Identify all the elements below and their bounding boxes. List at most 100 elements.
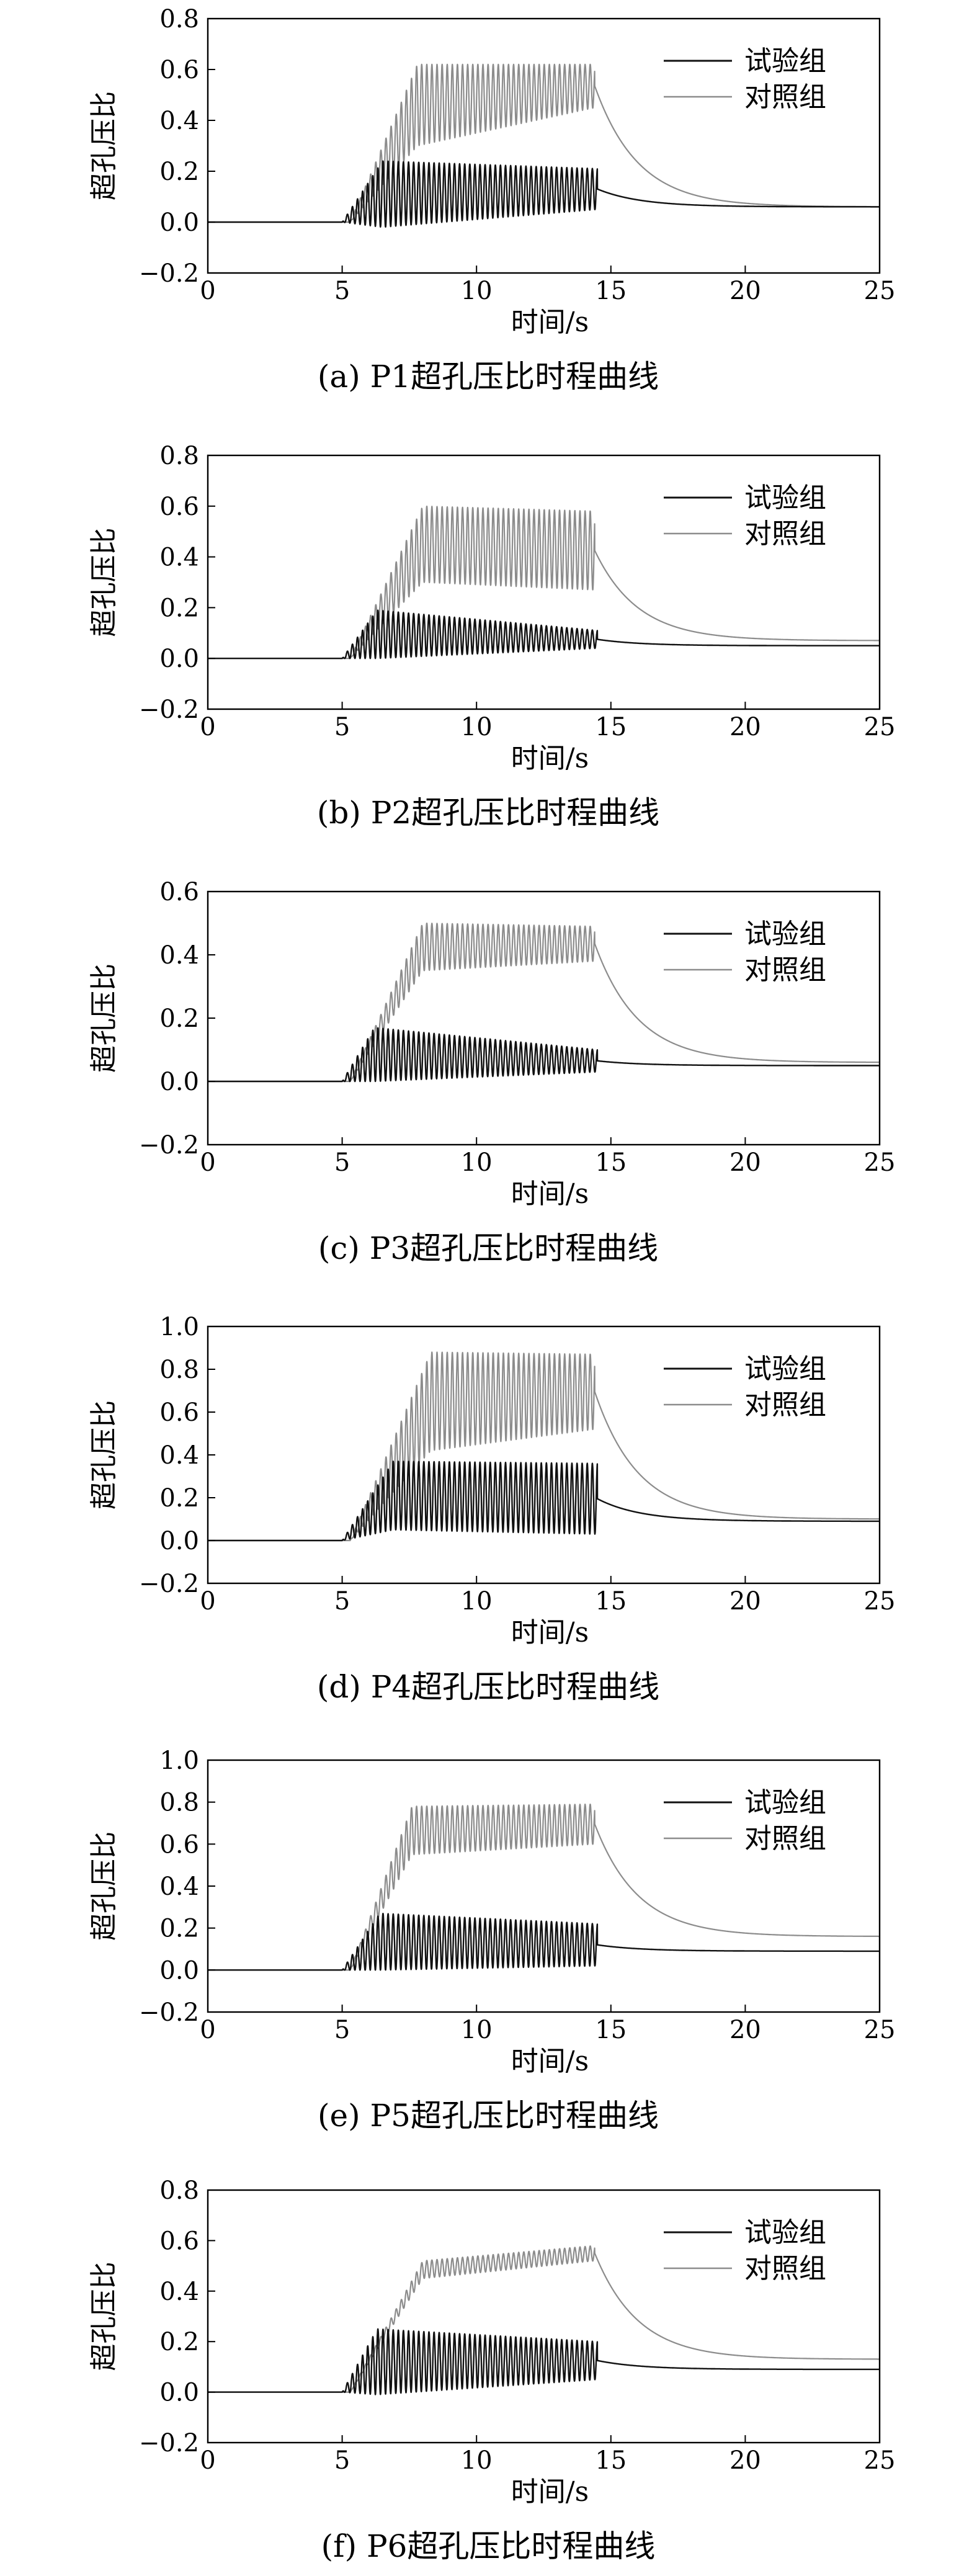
x-tick-label: 0 bbox=[200, 2016, 215, 2044]
y-tick-label: 0.6 bbox=[159, 2227, 199, 2255]
y-tick-label: −0.2 bbox=[139, 2429, 199, 2457]
x-tick-label: 15 bbox=[595, 2016, 627, 2044]
plot-frame bbox=[207, 17, 881, 274]
experiment-legend-label: 试验组 bbox=[744, 2217, 826, 2248]
experiment-series-line bbox=[208, 2328, 880, 2395]
x-tick-label: 5 bbox=[334, 713, 350, 741]
x-tick-label: 20 bbox=[729, 1148, 761, 1177]
y-tick-label: 0.6 bbox=[159, 878, 199, 906]
x-tick-label: 15 bbox=[595, 277, 627, 305]
panel-caption: (f) P6超孔压比时程曲线 bbox=[321, 2528, 656, 2564]
panel-2: 0 5 10 15 20 25 −0.2 0.0 0.2 0.4 0.6 0.8 时间/s 超孔压比 试验组… bbox=[88, 442, 895, 831]
x-axis-label: 时间/s bbox=[511, 1617, 589, 1648]
y-axis-label: 超孔压比 bbox=[88, 91, 120, 200]
x-tick-label: 5 bbox=[334, 1587, 350, 1616]
y-tick-label: 0.2 bbox=[159, 2328, 199, 2356]
y-tick-label: 0.6 bbox=[159, 1398, 199, 1427]
y-tick-label: 0.8 bbox=[159, 1789, 199, 1817]
x-tick-label: 20 bbox=[729, 713, 761, 741]
x-tick-label: 25 bbox=[864, 2016, 896, 2044]
plot-area bbox=[208, 1351, 880, 1542]
plot-frame bbox=[207, 454, 881, 710]
y-tick-label: −0.2 bbox=[139, 1998, 199, 2027]
panel-caption: (b) P2超孔压比时程曲线 bbox=[317, 795, 659, 831]
experiment-series-line bbox=[208, 160, 880, 228]
y-tick-label: 0.0 bbox=[159, 2379, 199, 2407]
panel-5: 0 5 10 15 20 25 −0.2 0.0 0.2 0.4 0.6 0.8 1.0 时间/s 超孔压比… bbox=[88, 1746, 895, 2134]
x-tick-label: 15 bbox=[595, 1587, 627, 1616]
experiment-series-line bbox=[208, 609, 880, 660]
y-axis-label: 超孔压比 bbox=[88, 2262, 120, 2371]
x-tick-label: 10 bbox=[461, 277, 493, 305]
x-axis-label: 时间/s bbox=[511, 2046, 589, 2077]
x-tick-label: 15 bbox=[595, 2446, 627, 2475]
panel-caption: (a) P1超孔压比时程曲线 bbox=[318, 359, 659, 395]
y-tick-label: −0.2 bbox=[139, 1131, 199, 1160]
control-legend-label: 对照组 bbox=[744, 1823, 826, 1854]
panel-caption: (e) P5超孔压比时程曲线 bbox=[318, 2098, 659, 2134]
panel-caption: (c) P3超孔压比时程曲线 bbox=[318, 1230, 658, 1266]
x-tick-label: 5 bbox=[334, 1148, 350, 1177]
y-tick-label: 0.4 bbox=[159, 2278, 199, 2306]
y-tick-label: 0.2 bbox=[159, 594, 199, 622]
plot-area bbox=[208, 2245, 880, 2395]
x-tick-label: 10 bbox=[461, 1148, 493, 1177]
x-tick-label: 0 bbox=[200, 1148, 215, 1177]
x-tick-label: 25 bbox=[864, 713, 896, 741]
y-tick-label: 0.4 bbox=[159, 1441, 199, 1470]
y-tick-label: 1.0 bbox=[159, 1313, 199, 1341]
x-tick-label: 0 bbox=[200, 277, 215, 305]
plot-area bbox=[208, 63, 880, 228]
y-tick-label: 0.2 bbox=[159, 1004, 199, 1033]
y-tick-label: 0.0 bbox=[159, 645, 199, 673]
y-tick-label: 0.0 bbox=[159, 1956, 199, 1985]
y-tick-label: 0.0 bbox=[159, 208, 199, 237]
x-tick-label: 10 bbox=[461, 1587, 493, 1616]
x-tick-label: 5 bbox=[334, 2446, 350, 2475]
y-axis-label: 超孔压比 bbox=[88, 964, 120, 1073]
x-tick-label: 5 bbox=[334, 277, 350, 305]
y-tick-label: 0.0 bbox=[159, 1068, 199, 1096]
experiment-legend-label: 试验组 bbox=[744, 918, 826, 950]
y-axis-label: 超孔压比 bbox=[88, 528, 120, 637]
x-tick-label: 25 bbox=[864, 1148, 896, 1177]
experiment-legend-label: 试验组 bbox=[744, 1353, 826, 1385]
y-tick-label: 0.8 bbox=[159, 442, 199, 470]
plot-area bbox=[208, 923, 880, 1083]
x-tick-label: 20 bbox=[729, 2446, 761, 2475]
y-tick-label: 0.4 bbox=[159, 107, 199, 135]
plot-frame bbox=[207, 2189, 881, 2444]
y-tick-label: 0.6 bbox=[159, 1830, 199, 1859]
y-tick-label: 1.0 bbox=[159, 1746, 199, 1775]
y-tick-label: 0.8 bbox=[159, 2176, 199, 2205]
y-tick-label: −0.2 bbox=[139, 259, 199, 288]
x-tick-label: 10 bbox=[461, 2016, 493, 2044]
plot-area bbox=[208, 505, 880, 660]
x-tick-label: 10 bbox=[461, 2446, 493, 2475]
panel-6: 0 5 10 15 20 25 −0.2 0.0 0.2 0.4 0.6 0.8 时间/s 超孔压比 试验组… bbox=[88, 2176, 895, 2564]
x-axis-label: 时间/s bbox=[511, 743, 589, 774]
x-tick-label: 25 bbox=[864, 277, 896, 305]
y-tick-label: −0.2 bbox=[139, 1570, 199, 1598]
y-tick-label: 0.4 bbox=[159, 941, 199, 970]
y-axis-label: 超孔压比 bbox=[88, 1831, 120, 1941]
x-tick-label: 20 bbox=[729, 1587, 761, 1616]
control-legend-label: 对照组 bbox=[744, 1389, 826, 1421]
x-axis-label: 时间/s bbox=[511, 1178, 589, 1210]
y-tick-label: 0.8 bbox=[159, 1356, 199, 1384]
x-tick-label: 25 bbox=[864, 1587, 896, 1616]
y-tick-label: 0.6 bbox=[159, 493, 199, 521]
control-legend-label: 对照组 bbox=[744, 81, 826, 113]
x-tick-label: 15 bbox=[595, 1148, 627, 1177]
y-tick-label: 0.6 bbox=[159, 56, 199, 84]
y-tick-label: 0.0 bbox=[159, 1527, 199, 1555]
panel-3: 0 5 10 15 20 25 −0.2 0.0 0.2 0.4 0.6 时间/s 超孔压比 试验组对照组… bbox=[88, 878, 895, 1266]
x-tick-label: 20 bbox=[729, 2016, 761, 2044]
x-tick-label: 10 bbox=[461, 713, 493, 741]
control-legend-label: 对照组 bbox=[744, 518, 826, 550]
experiment-series-line bbox=[208, 1913, 880, 1971]
experiment-legend-label: 试验组 bbox=[744, 482, 826, 514]
y-tick-label: 0.4 bbox=[159, 543, 199, 572]
x-axis-label: 时间/s bbox=[511, 2476, 589, 2508]
